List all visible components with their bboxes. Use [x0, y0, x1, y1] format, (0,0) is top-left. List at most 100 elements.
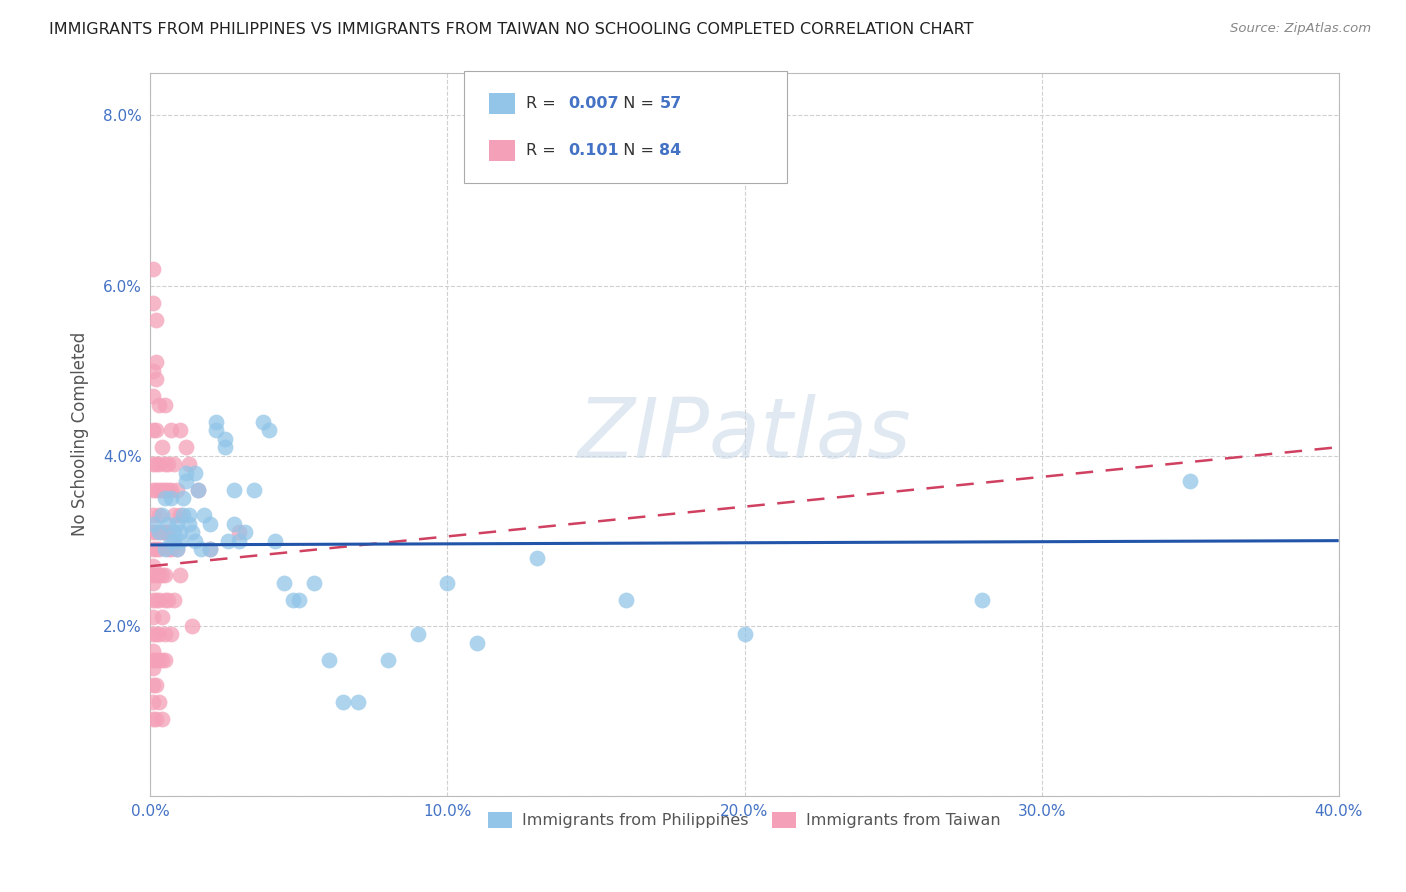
Text: IMMIGRANTS FROM PHILIPPINES VS IMMIGRANTS FROM TAIWAN NO SCHOOLING COMPLETED COR: IMMIGRANTS FROM PHILIPPINES VS IMMIGRANT…: [49, 22, 974, 37]
Point: [142, 508, 165, 523]
Point: [142, 363, 165, 377]
Point: [190, 542, 212, 557]
Point: [177, 516, 200, 531]
Point: [264, 533, 287, 548]
Point: [142, 559, 165, 574]
Point: [436, 576, 458, 591]
Point: [148, 508, 170, 523]
Point: [377, 653, 399, 667]
Point: [169, 423, 191, 437]
Point: [222, 516, 245, 531]
Point: [228, 525, 250, 540]
Point: [169, 567, 191, 582]
Point: [187, 483, 209, 497]
Point: [148, 695, 170, 709]
Text: R =: R =: [526, 96, 561, 111]
Point: [142, 295, 165, 310]
Point: [281, 593, 304, 607]
Point: [172, 491, 194, 505]
Point: [153, 491, 176, 505]
Point: [1178, 474, 1201, 488]
Point: [163, 457, 186, 471]
Point: [157, 593, 180, 607]
Text: N =: N =: [613, 96, 659, 111]
Point: [142, 712, 165, 726]
Point: [214, 440, 236, 454]
Point: [181, 618, 204, 632]
Point: [163, 593, 186, 607]
Point: [153, 542, 176, 557]
Point: [150, 440, 173, 454]
Text: N =: N =: [613, 144, 659, 158]
Point: [166, 542, 188, 557]
Point: [142, 261, 165, 276]
Point: [163, 525, 186, 540]
Point: [972, 593, 994, 607]
Point: [153, 398, 176, 412]
Point: [169, 525, 191, 540]
Point: [204, 423, 226, 437]
Point: [181, 525, 204, 540]
Point: [142, 516, 165, 531]
Y-axis label: No Schooling Completed: No Schooling Completed: [72, 332, 89, 536]
Point: [217, 533, 239, 548]
Point: [288, 593, 311, 607]
Point: [160, 491, 183, 505]
Point: [157, 483, 180, 497]
Point: [243, 483, 266, 497]
Point: [142, 423, 165, 437]
Point: [157, 525, 180, 540]
Point: [160, 423, 183, 437]
Point: [204, 415, 226, 429]
Point: [734, 627, 756, 641]
Point: [174, 474, 197, 488]
Point: [145, 653, 167, 667]
Point: [273, 576, 295, 591]
Point: [406, 627, 429, 641]
Point: [148, 542, 170, 557]
Point: [166, 516, 188, 531]
Point: [148, 398, 170, 412]
Point: [160, 542, 183, 557]
Point: [148, 653, 170, 667]
Point: [214, 432, 236, 446]
Point: [157, 516, 180, 531]
Point: [160, 483, 183, 497]
Point: [142, 576, 165, 591]
Point: [150, 610, 173, 624]
Point: [145, 678, 167, 692]
Point: [148, 525, 170, 540]
Point: [145, 483, 167, 497]
Point: [142, 593, 165, 607]
Point: [142, 525, 165, 540]
Point: [193, 508, 215, 523]
Point: [614, 593, 637, 607]
Point: [166, 542, 188, 557]
Text: 0.101: 0.101: [568, 144, 619, 158]
Point: [145, 525, 167, 540]
Point: [150, 712, 173, 726]
Point: [150, 525, 173, 540]
Point: [169, 508, 191, 523]
Point: [257, 423, 280, 437]
Point: [198, 542, 221, 557]
Point: [153, 525, 176, 540]
Point: [142, 678, 165, 692]
Point: [184, 533, 207, 548]
Point: [174, 466, 197, 480]
Point: [142, 661, 165, 675]
Point: [198, 542, 221, 557]
Text: 57: 57: [659, 96, 682, 111]
Text: 84: 84: [659, 144, 682, 158]
Point: [177, 508, 200, 523]
Text: Source: ZipAtlas.com: Source: ZipAtlas.com: [1230, 22, 1371, 36]
Point: [172, 508, 194, 523]
Point: [302, 576, 325, 591]
Point: [157, 542, 180, 557]
Point: [150, 567, 173, 582]
Point: [153, 653, 176, 667]
Point: [198, 516, 221, 531]
Point: [153, 627, 176, 641]
Point: [153, 567, 176, 582]
Point: [145, 627, 167, 641]
